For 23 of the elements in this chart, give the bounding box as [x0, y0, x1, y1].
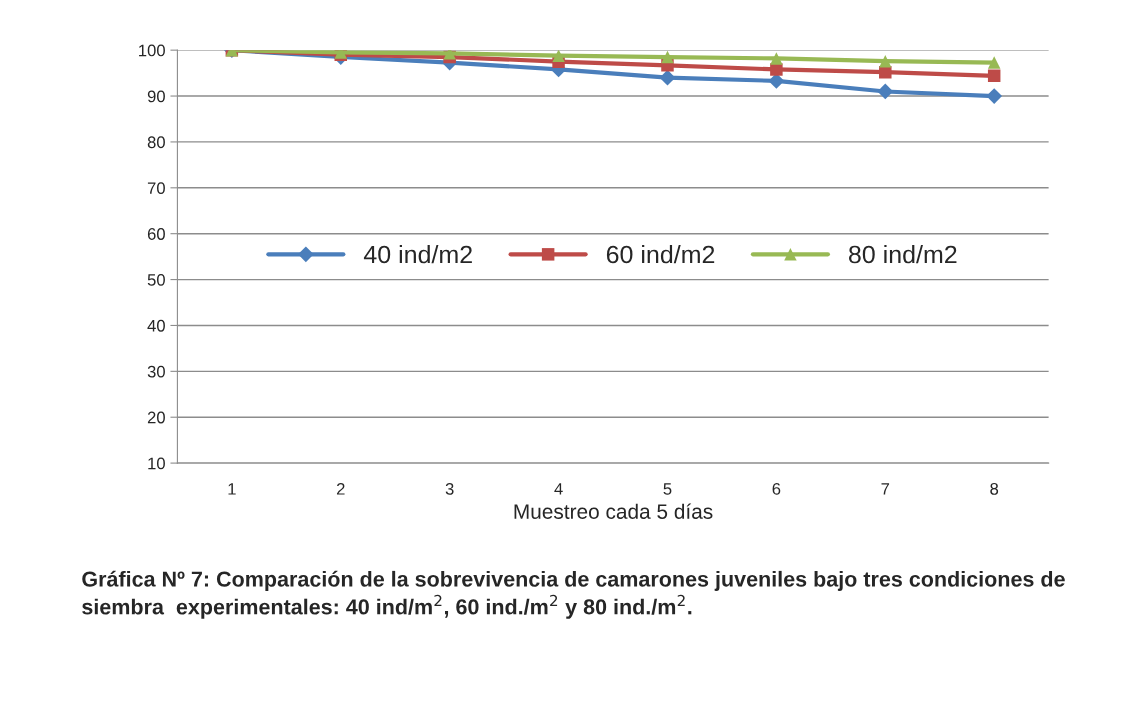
x-tick-label: 1: [228, 483, 236, 495]
legend-label: 80 ind/m2: [849, 244, 957, 264]
x-tick-label: 5: [663, 483, 672, 495]
y-tick-label: 70: [147, 182, 165, 195]
legend-label: 40 ind/m2: [363, 244, 472, 264]
y-tick-label: 100: [139, 44, 165, 57]
x-tick-label: 7: [881, 483, 890, 495]
x-tick-label: 4: [554, 483, 563, 495]
y-tick-label: 50: [147, 273, 165, 286]
x-axis-title: Muestreo cada 5 días: [514, 503, 713, 519]
x-tick-label: 8: [990, 482, 999, 495]
x-tick-label: 2: [336, 482, 345, 495]
y-tick-label: 20: [147, 411, 165, 424]
y-tick-label: 90: [147, 90, 165, 103]
y-tick-label: 10: [148, 457, 165, 470]
y-tick-label: 80: [147, 136, 165, 149]
x-tick-label: 3: [445, 482, 454, 495]
legend-label: 60 ind/m2: [606, 244, 715, 264]
x-tick-label: 6: [772, 482, 781, 495]
y-tick-label: 40: [147, 319, 165, 332]
y-tick-label: 30: [147, 365, 165, 378]
y-tick-label: 60: [147, 228, 165, 240]
text: Gráfica Nº 7: Comparación de la sobrevivencia de camarones juveniles bajo tres condiciones de siembra experimentales: 40 ind/m$^{2}$, 60 ind./m$^{2}$ y 80 ind./m$^{2}$.: [82, 570, 1065, 619]
